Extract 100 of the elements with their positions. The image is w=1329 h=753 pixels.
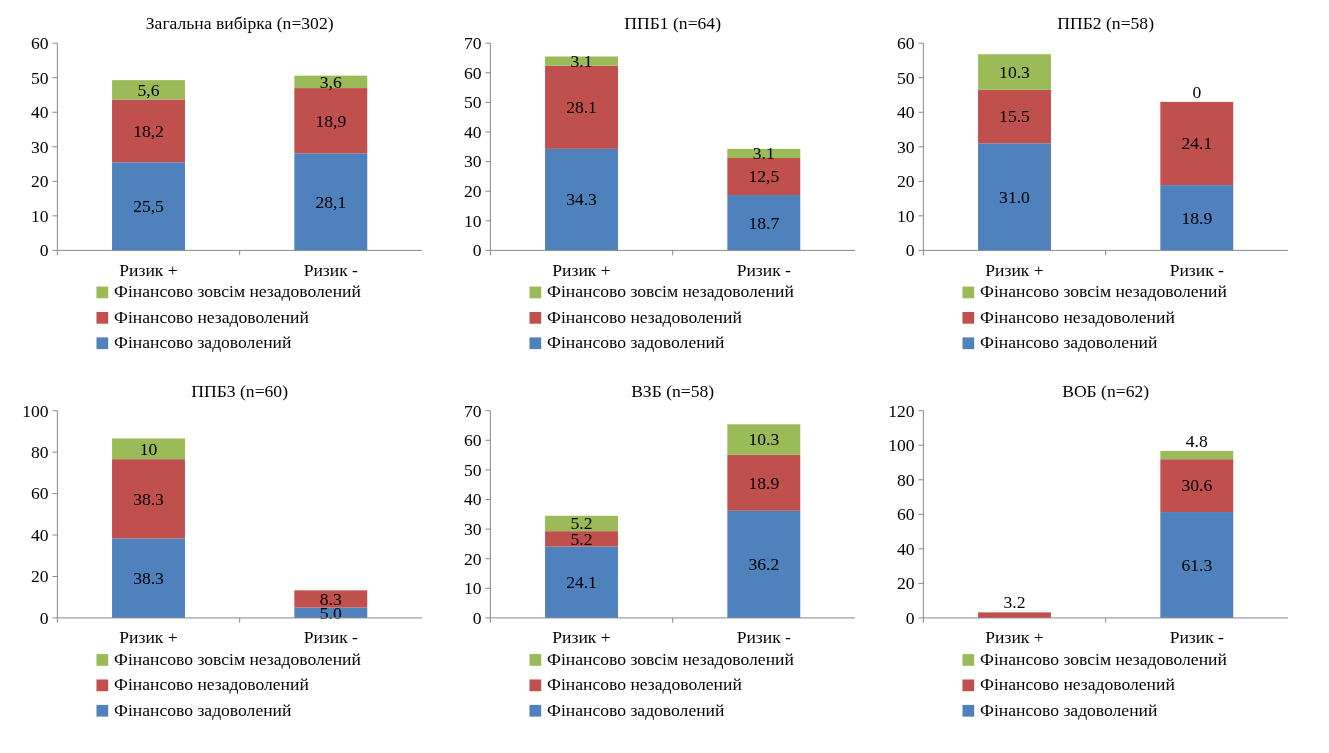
y-tick-label: 60 [464,430,482,451]
data-label: 36.2 [748,554,780,575]
chart-title: ВЗБ (n=58) [631,381,715,402]
bar [978,143,1051,251]
data-label: 3.2 [1003,592,1026,613]
legend-label: Фінансово задоволений [547,699,725,720]
data-label: 5,6 [137,79,160,100]
data-label: 34.3 [566,189,598,210]
data-label: 15.5 [999,106,1031,127]
data-label: 25,5 [133,196,165,217]
legend-label: Фінансово незадоволений [114,306,309,327]
bar [112,162,185,251]
legend-label: Фінансово задоволений [114,332,292,353]
bar [1160,459,1234,513]
legend-label: Фінансово зовсім незадоволений [114,281,361,302]
bar [1160,512,1234,618]
y-tick-label: 80 [897,469,915,490]
data-label: 12,5 [748,166,780,187]
data-label: 3.1 [752,143,775,164]
data-label: 3.1 [570,50,593,71]
x-tick-label: Ризик + [985,259,1044,280]
bar [545,531,618,547]
bar [112,538,185,618]
bar [727,510,801,618]
y-tick-label: 20 [464,181,482,202]
y-tick-label: 0 [905,240,915,261]
data-label: 18.7 [748,212,780,233]
y-tick-label: 20 [31,566,49,587]
bar [1160,101,1234,186]
chart-title: ППБ2 (n=58) [1057,13,1155,34]
bar [1160,450,1234,460]
data-label: 31.0 [999,186,1031,207]
x-tick-label: Ризик + [119,627,178,648]
bar [545,148,618,251]
y-tick-label: 0 [472,240,482,261]
data-label: 3,6 [319,71,342,92]
y-tick-label: 20 [897,573,915,594]
bar [978,612,1051,618]
chart-title: ВОБ (n=62) [1062,381,1150,402]
y-tick-label: 60 [31,483,49,504]
y-tick-label: 20 [464,548,482,569]
y-tick-label: 40 [31,102,49,123]
bar [294,153,368,251]
y-tick-label: 50 [464,92,482,113]
x-tick-label: Ризик - [303,627,359,648]
y-tick-label: 60 [897,33,915,54]
y-tick-label: 0 [39,607,49,628]
legend-label: Фінансово зовсім незадоволений [547,281,794,302]
y-tick-label: 10 [464,210,482,231]
data-label: 18,2 [133,120,164,141]
y-tick-label: 0 [39,240,49,261]
x-tick-label: Ризик - [736,259,792,280]
y-tick-label: 40 [464,489,482,510]
bar [545,546,618,618]
data-label: 4.8 [1185,431,1208,452]
y-tick-label: 60 [897,504,915,525]
bar [978,89,1051,144]
bar [112,80,185,100]
y-tick-label: 0 [472,607,482,628]
y-tick-label: 20 [31,171,49,192]
y-tick-label: 120 [888,400,915,421]
y-tick-label: 60 [464,62,482,83]
y-tick-label: 40 [31,524,49,545]
legend-label: Фінансово задоволений [114,699,292,720]
data-label: 24.1 [1181,133,1213,154]
x-tick-label: Ризик - [1169,259,1225,280]
y-tick-label: 40 [897,102,915,123]
legend-label: Фінансово незадоволений [114,674,309,695]
data-label: 28.1 [566,97,597,118]
data-label: 18,9 [315,110,347,131]
y-tick-label: 80 [31,442,49,463]
y-tick-label: 50 [31,67,49,88]
chart-title: ППБ1 (n=64) [624,13,722,34]
bar [112,438,185,460]
y-tick-label: 10 [464,578,482,599]
y-tick-label: 50 [464,459,482,480]
legend-label: Фінансово зовсім незадоволений [980,281,1227,302]
bar [727,158,801,196]
bar [727,454,801,511]
x-tick-label: Ризик + [119,259,178,280]
bar [294,88,368,154]
bar [294,590,368,608]
data-label: 10 [139,438,158,459]
legend-label: Фінансово задоволений [980,699,1158,720]
data-label: 38.3 [133,568,165,589]
legend-label: Фінансово задоволений [547,332,725,353]
y-tick-label: 50 [897,67,915,88]
y-tick-label: 30 [897,136,915,157]
y-tick-label: 20 [897,171,915,192]
data-label: 18.9 [1181,207,1213,228]
legend-label: Фінансово зовсім незадоволений [980,648,1227,669]
y-tick-label: 0 [905,607,915,628]
bar [1160,185,1234,251]
data-label: 38.3 [133,488,165,509]
y-tick-label: 10 [31,205,49,226]
bar [112,99,185,163]
bar [545,65,618,149]
x-tick-label: Ризик - [303,259,359,280]
x-tick-label: Ризик - [736,627,792,648]
y-tick-label: 100 [22,400,49,421]
